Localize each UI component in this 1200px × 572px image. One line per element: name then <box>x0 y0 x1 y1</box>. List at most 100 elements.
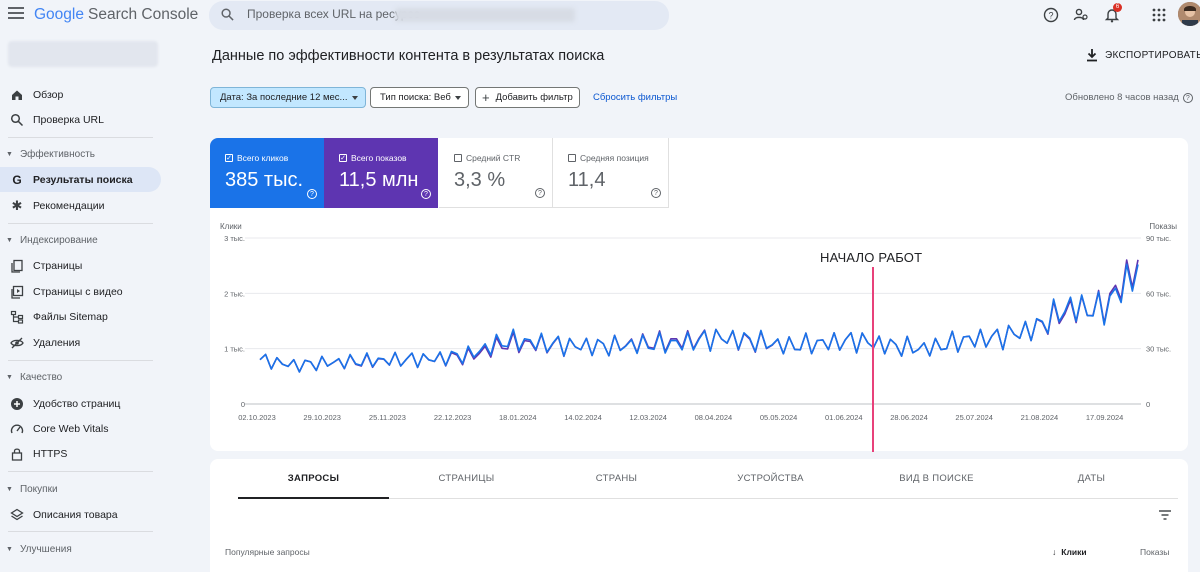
help-icon[interactable]: ? <box>421 189 431 199</box>
sidebar-divider <box>8 471 153 472</box>
sidebar-item-recommendations[interactable]: ✱ Рекомендации <box>0 193 161 218</box>
annotation-marker-line <box>872 267 874 452</box>
app-logo[interactable]: Google Search Console <box>34 6 198 24</box>
tab-devices[interactable]: УСТРОЙСТВА <box>737 473 804 484</box>
avatar[interactable] <box>1178 2 1200 26</box>
right-tick-label: 30 тыс. <box>1146 345 1171 354</box>
column-header-clicks-label: Клики <box>1061 547 1087 557</box>
checkbox-checked-icon[interactable]: ✓ <box>225 154 233 162</box>
sidebar-item-label: Результаты поиска <box>33 173 133 186</box>
date-filter-label: Дата: За последние 12 мес... <box>220 92 348 103</box>
download-icon <box>1087 49 1097 62</box>
filter-icon[interactable] <box>1159 510 1171 520</box>
sidebar-section-quality[interactable]: ▼ Качество <box>0 367 161 387</box>
x-tick-label: 12.03.2024 <box>629 413 667 422</box>
search-icon <box>10 113 24 126</box>
lock-icon <box>11 447 23 461</box>
x-tick-label: 01.06.2024 <box>825 413 863 422</box>
notifications-icon[interactable] <box>1104 7 1120 23</box>
metric-total-clicks[interactable]: ✓ Всего кликов 385 тыс. ? <box>210 138 324 208</box>
left-tick-label: 1 тыс. <box>224 345 245 354</box>
last-updated: Обновлено 8 часов назад ? <box>1065 92 1193 103</box>
last-updated-text: Обновлено 8 часов назад <box>1065 92 1179 103</box>
metric-value: 11,5 млн <box>339 169 419 191</box>
url-inspect-search[interactable] <box>209 1 669 30</box>
menu-icon[interactable] <box>8 7 24 21</box>
right-tick-label: 60 тыс. <box>1146 289 1171 298</box>
sidebar-item-core-web-vitals[interactable]: Core Web Vitals <box>0 416 161 441</box>
sidebar-item-overview[interactable]: Обзор <box>0 82 161 107</box>
metric-average-position[interactable]: Средняя позиция 11,4 ? <box>553 138 669 208</box>
checkbox-unchecked-icon[interactable] <box>568 154 576 162</box>
metric-value: 11,4 <box>568 169 606 191</box>
dropdown-caret-icon <box>455 96 461 100</box>
column-header-query: Популярные запросы <box>225 547 310 557</box>
export-button[interactable]: ЭКСПОРТИРОВАТЬ <box>1086 48 1200 62</box>
reset-filters-link[interactable]: Сбросить фильтры <box>593 92 678 103</box>
x-tick-label: 02.10.2023 <box>238 413 276 422</box>
svg-text:?: ? <box>1048 11 1053 21</box>
sidebar-divider <box>8 531 153 532</box>
metric-value: 3,3 % <box>454 169 506 191</box>
help-icon[interactable]: ? <box>535 188 545 198</box>
property-selector[interactable] <box>8 41 158 67</box>
sidebar-item-pages[interactable]: Страницы <box>0 253 161 278</box>
apps-grid-icon[interactable] <box>1151 7 1167 23</box>
sidebar-section-performance[interactable]: ▼ Эффективность <box>0 144 161 164</box>
right-tick-label: 90 тыс. <box>1146 234 1171 243</box>
sidebar-item-label: Удобство страниц <box>33 397 121 410</box>
tab-dates[interactable]: ДАТЫ <box>1077 473 1106 484</box>
sidebar-item-search-results[interactable]: G Результаты поиска <box>0 167 161 192</box>
x-tick-label: 29.10.2023 <box>303 413 341 422</box>
sidebar-section-label: Улучшения <box>19 543 72 555</box>
sidebar-item-url-inspection[interactable]: Проверка URL <box>0 107 161 132</box>
sidebar-item-video-pages[interactable]: Страницы с видео <box>0 279 161 304</box>
column-header-impressions[interactable]: Показы <box>1140 547 1170 557</box>
x-tick-label: 25.11.2023 <box>369 413 406 422</box>
tab-search-appearance[interactable]: ВИД В ПОИСКЕ <box>899 473 974 484</box>
sidebar-item-sitemaps[interactable]: Файлы Sitemap <box>0 304 161 329</box>
x-tick-label: 05.05.2024 <box>760 413 798 422</box>
sidebar-section-shopping[interactable]: ▼ Покупки <box>0 479 161 499</box>
dimension-tabs: ЗАПРОСЫ СТРАНИЦЫ СТРАНЫ УСТРОЙСТВА ВИД В… <box>238 459 1178 499</box>
page-title: Данные по эффективности контента в резул… <box>212 48 605 64</box>
tab-countries[interactable]: СТРАНЫ <box>595 473 638 484</box>
help-icon[interactable]: ? <box>1043 7 1059 23</box>
column-header-clicks[interactable]: ↓ Клики <box>1052 547 1087 557</box>
right-tick-label: 0 <box>1146 400 1150 409</box>
sidebar-section-enhancements[interactable]: ▼ Улучшения <box>0 539 161 559</box>
sidebar-divider <box>8 137 153 138</box>
search-icon <box>221 8 234 21</box>
tab-pages[interactable]: СТРАНИЦЫ <box>438 473 495 484</box>
metric-total-impressions[interactable]: ✓ Всего показов 11,5 млн ? <box>324 138 438 208</box>
dropdown-caret-icon <box>352 96 358 100</box>
metric-label: Всего кликов <box>237 153 289 163</box>
sidebar-item-page-experience[interactable]: Удобство страниц <box>0 391 161 416</box>
sidebar-item-product-snippets[interactable]: Описания товара <box>0 502 161 527</box>
search-type-chip[interactable]: Тип поиска: Веб <box>370 87 469 108</box>
metric-label: Средняя позиция <box>580 153 649 163</box>
sidebar-item-removals[interactable]: Удаления <box>0 330 161 355</box>
collapse-caret-icon: ▼ <box>6 236 13 244</box>
sidebar-item-label: Рекомендации <box>33 199 105 212</box>
sidebar-section-label: Качество <box>19 371 63 383</box>
help-icon[interactable]: ? <box>307 189 317 199</box>
checkbox-checked-icon[interactable]: ✓ <box>339 154 347 162</box>
help-icon[interactable]: ? <box>1182 92 1193 103</box>
x-tick-label: 28.06.2024 <box>890 413 928 422</box>
layers-icon <box>10 508 24 520</box>
sidebar-item-https[interactable]: HTTPS <box>0 441 161 466</box>
product-name: Search Console <box>87 6 199 23</box>
tab-queries[interactable]: ЗАПРОСЫ <box>287 473 340 484</box>
help-icon[interactable]: ? <box>651 188 661 198</box>
add-filter-button[interactable]: + Добавить фильтр <box>475 87 580 108</box>
sitemap-icon <box>10 310 24 324</box>
collapse-caret-icon: ▼ <box>6 545 13 553</box>
metric-average-ctr[interactable]: Средний CTR 3,3 % ? <box>439 138 553 208</box>
manage-users-icon[interactable] <box>1073 7 1089 23</box>
sidebar-section-indexing[interactable]: ▼ Индексирование <box>0 230 161 250</box>
performance-chart[interactable]: Клики Показы 3 тыс. 90 тыс. 2 тыс. 60 тыс. 1 т… <box>210 218 1188 451</box>
speed-icon <box>10 424 24 433</box>
date-filter-chip[interactable]: Дата: За последние 12 мес... <box>210 87 366 108</box>
checkbox-unchecked-icon[interactable] <box>454 154 462 162</box>
